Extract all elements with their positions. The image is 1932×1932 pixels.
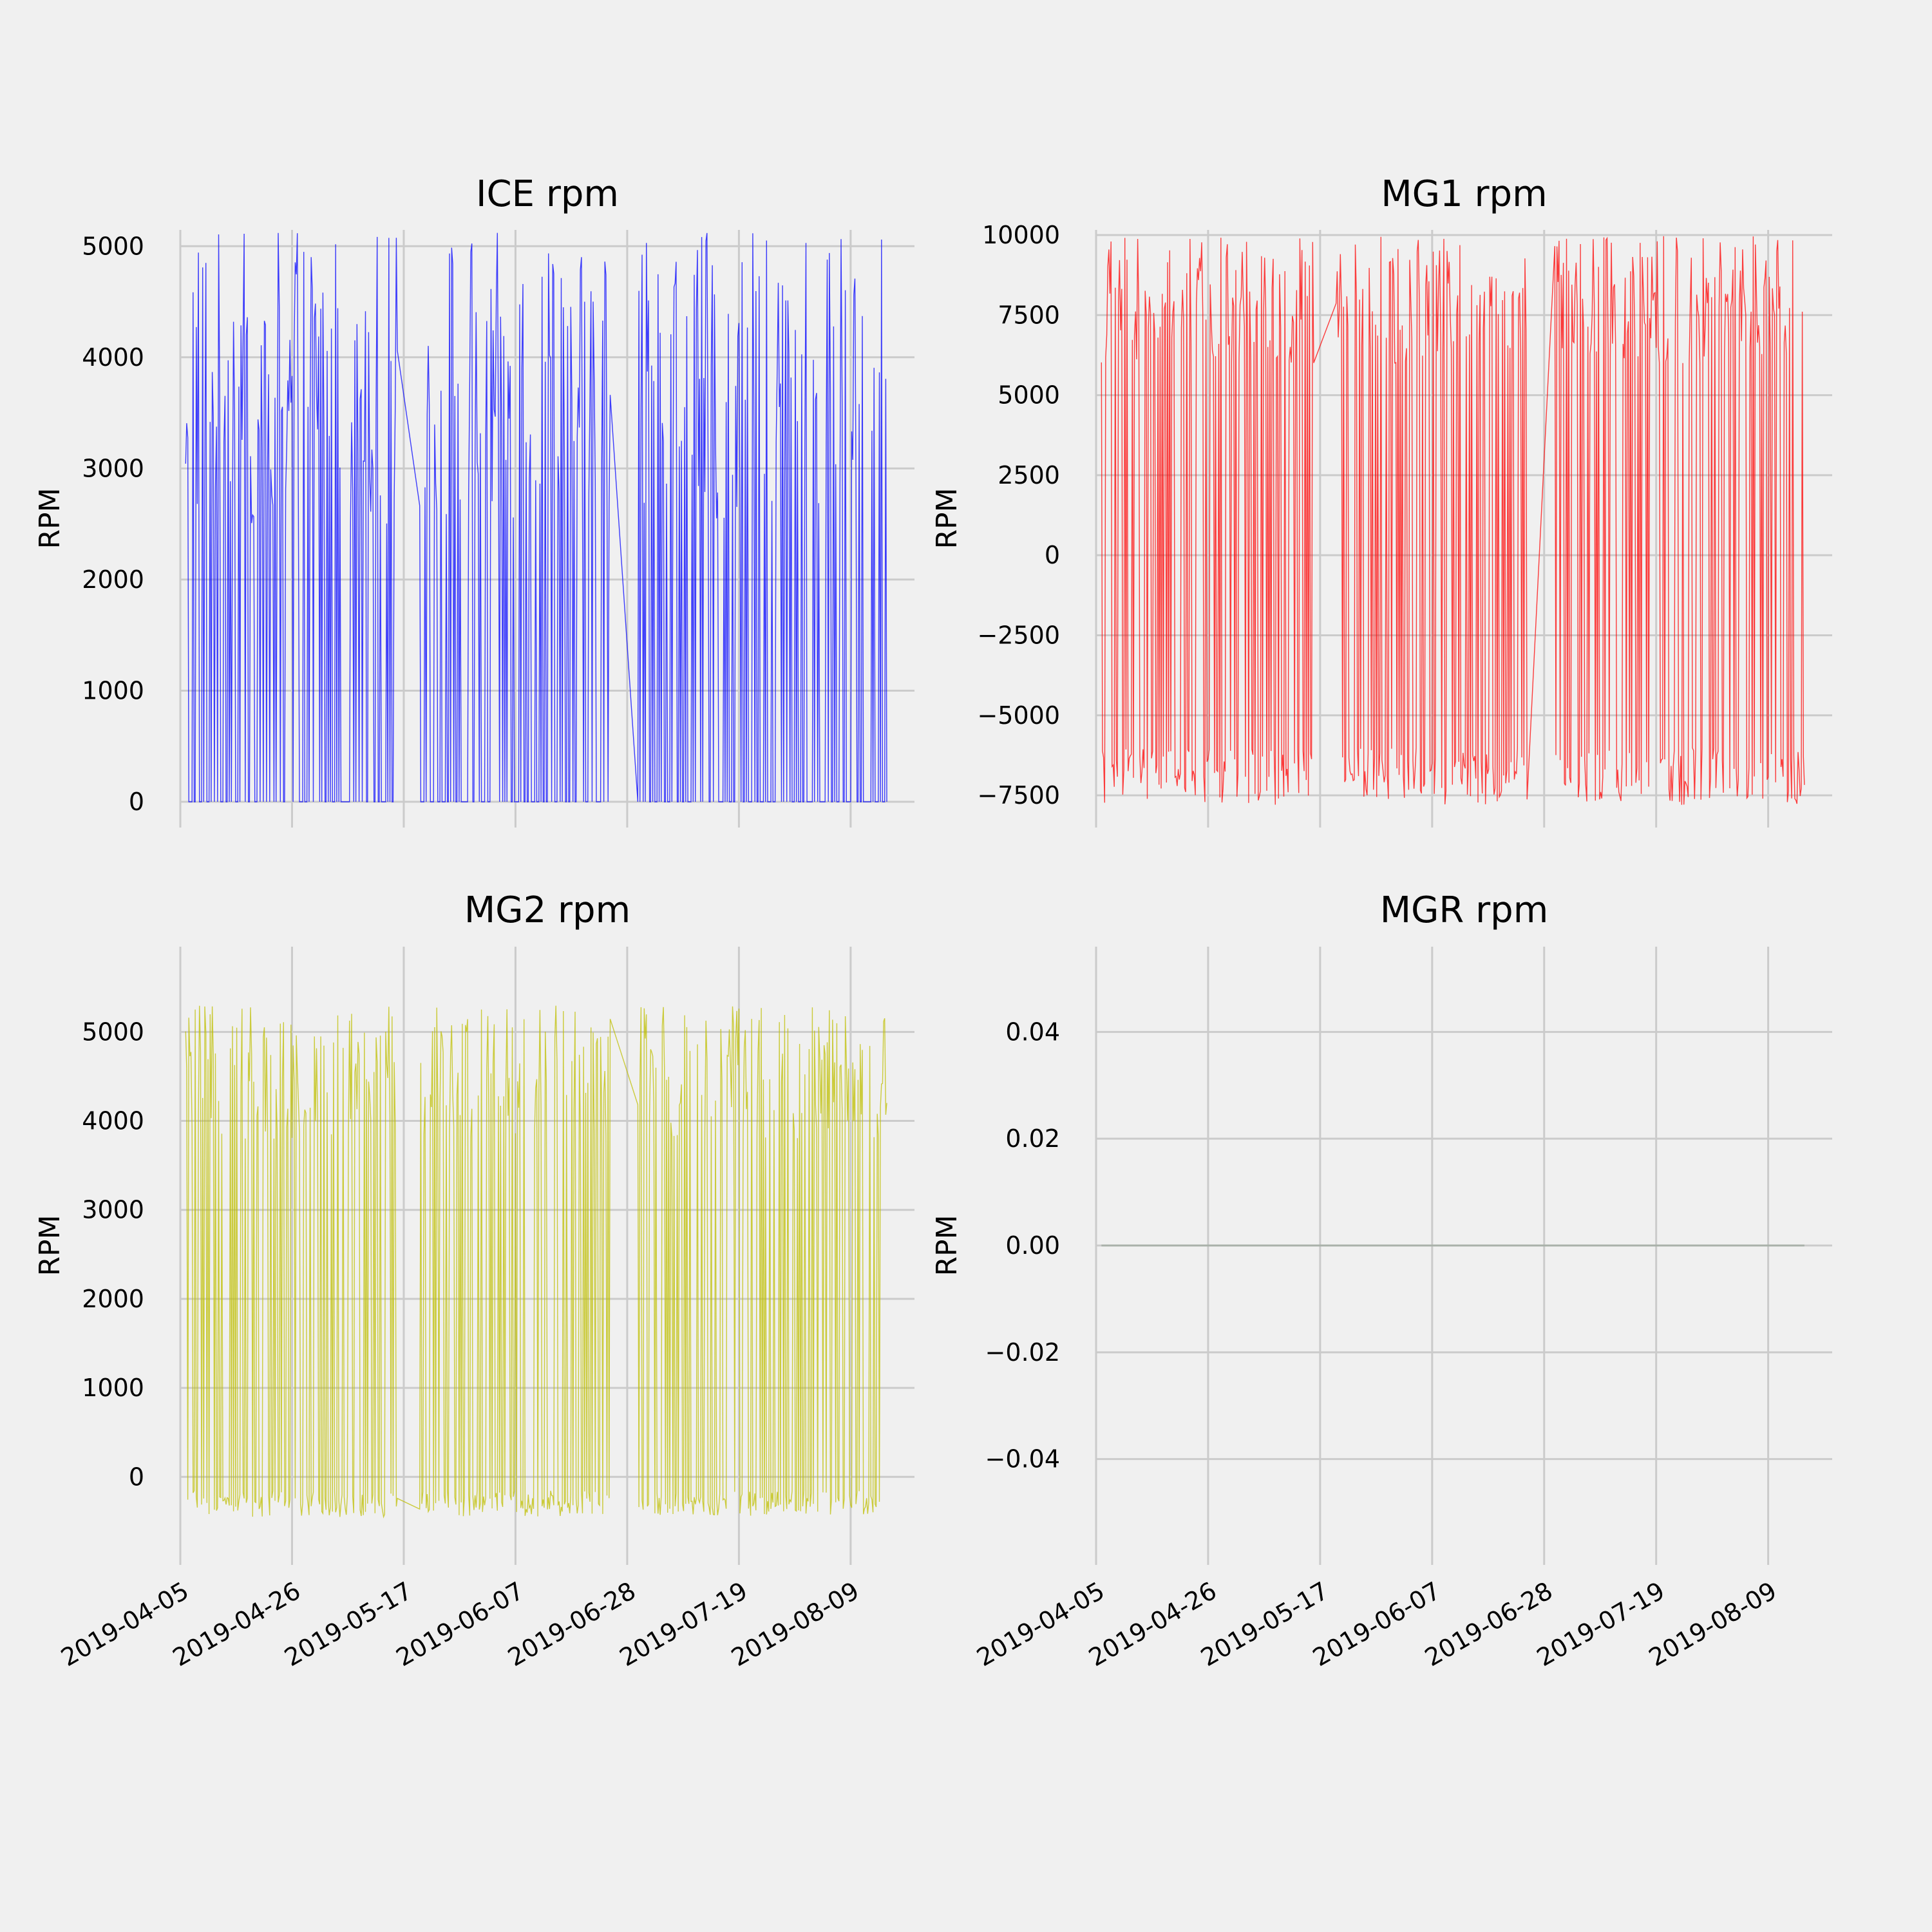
- y-tick-label: 7500: [998, 301, 1060, 329]
- x-tick-label: 2019-06-28: [503, 1577, 640, 1672]
- y-tick-label: 0: [129, 788, 144, 816]
- x-tick-label: 2019-08-09: [1644, 1577, 1781, 1672]
- x-tick-label: 2019-06-07: [1308, 1577, 1445, 1672]
- y-tick-label: 2500: [998, 461, 1060, 489]
- y-tick-label: 4000: [82, 1107, 144, 1135]
- y-tick-label: 0.02: [1005, 1124, 1060, 1153]
- chart-title: ICE rpm: [476, 173, 619, 215]
- x-tick-label: 2019-05-17: [279, 1577, 417, 1672]
- y-axis-label: RPM: [33, 488, 66, 549]
- y-tick-label: 0: [129, 1463, 144, 1491]
- y-tick-label: 1000: [82, 676, 144, 705]
- y-axis-label: RPM: [931, 1215, 963, 1276]
- series-line: [1101, 236, 1805, 805]
- y-tick-label: 4000: [82, 343, 144, 372]
- y-tick-label: 5000: [82, 232, 144, 260]
- x-tick-label: 2019-04-05: [972, 1577, 1109, 1672]
- x-tick-label: 2019-06-07: [392, 1577, 529, 1672]
- y-tick-label: 3000: [82, 1196, 144, 1224]
- y-tick-label: −2500: [977, 621, 1060, 649]
- y-tick-label: −0.02: [985, 1338, 1060, 1367]
- chart-panel-3: MG2 rpm RPM 0 1000 2000 3000 4000 5000 2019-04-0…: [33, 889, 914, 1672]
- y-tick-label: 0.04: [1005, 1018, 1060, 1046]
- y-tick-label: 5000: [998, 381, 1060, 410]
- x-tick-label: 2019-04-26: [1084, 1577, 1221, 1672]
- x-tick-label: 2019-07-19: [1532, 1577, 1669, 1672]
- y-axis-label: RPM: [931, 488, 963, 549]
- chart-panel-4: MGR rpm RPM −0.04 −0.02 0.00 0.02 0.04 2019-04-…: [931, 889, 1832, 1672]
- series-line: [185, 232, 887, 802]
- y-tick-label: −7500: [977, 781, 1060, 810]
- chart-title: MG2 rpm: [464, 889, 630, 931]
- x-tick-label: 2019-08-09: [726, 1577, 864, 1672]
- chart-panel-1: ICE rpm RPM 0 1000 2000 3000 4000 5000: [33, 173, 914, 828]
- x-tick-label: 2019-07-19: [615, 1577, 752, 1672]
- y-tick-label: 1000: [82, 1374, 144, 1402]
- y-tick-label: −5000: [977, 701, 1060, 730]
- x-tick-label: 2019-05-17: [1196, 1577, 1333, 1672]
- y-axis-label: RPM: [33, 1215, 66, 1276]
- y-tick-label: −0.04: [985, 1445, 1060, 1473]
- y-tick-label: 10000: [982, 221, 1060, 249]
- y-tick-label: 5000: [82, 1018, 144, 1046]
- chart-title: MG1 rpm: [1381, 173, 1547, 215]
- chart-panel-2: MG1 rpm RPM −7500 −5000 −2500 0 2500 5000 7500 10…: [931, 173, 1832, 828]
- series-line: [185, 1005, 887, 1519]
- chart-title: MGR rpm: [1380, 889, 1549, 931]
- y-tick-label: 0.00: [1005, 1231, 1060, 1260]
- x-tick-label: 2019-04-05: [56, 1577, 193, 1672]
- x-tick-label: 2019-04-26: [168, 1577, 305, 1672]
- y-tick-label: 2000: [82, 565, 144, 594]
- y-tick-label: 3000: [82, 454, 144, 482]
- y-tick-label: 2000: [82, 1285, 144, 1313]
- x-tick-label: 2019-06-28: [1420, 1577, 1557, 1672]
- y-tick-label: 0: [1045, 541, 1060, 569]
